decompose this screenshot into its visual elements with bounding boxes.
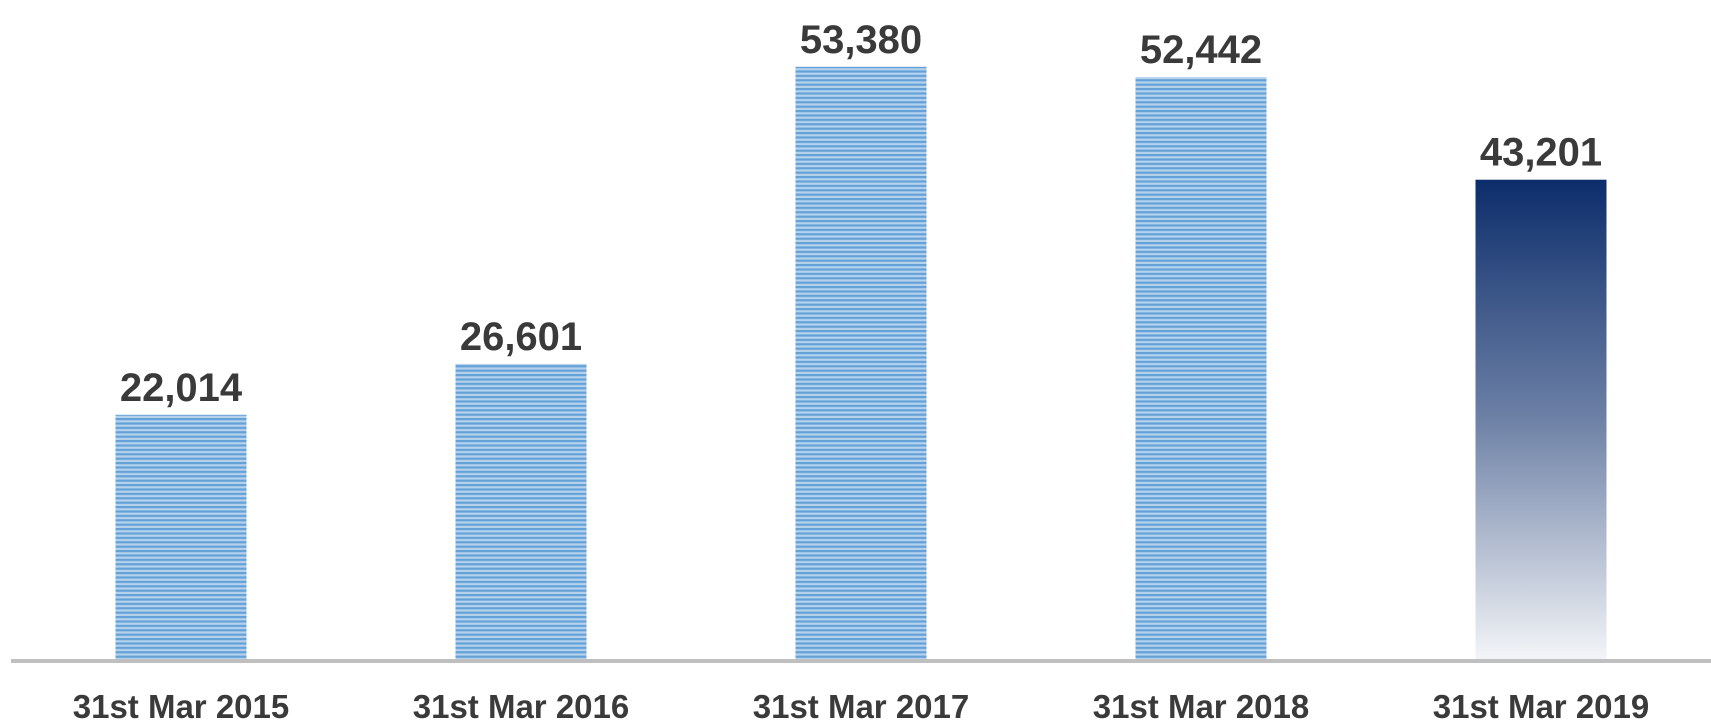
bar	[1135, 77, 1267, 659]
value-label: 53,380	[800, 18, 922, 62]
value-label: 43,201	[1480, 131, 1602, 175]
x-tick-label: 31st Mar 2016	[413, 688, 629, 723]
bar	[455, 363, 587, 659]
x-tick-label: 31st Mar 2019	[1433, 688, 1649, 723]
x-tick-label: 31st Mar 2015	[73, 688, 289, 723]
bar	[1475, 179, 1607, 659]
value-label: 52,442	[1140, 28, 1262, 72]
x-tick-label: 31st Mar 2017	[753, 688, 969, 723]
bar	[795, 66, 927, 660]
value-label: 22,014	[120, 366, 243, 410]
x-tick-label: 31st Mar 2018	[1093, 688, 1309, 723]
bar	[115, 414, 247, 659]
value-label: 26,601	[460, 315, 582, 359]
